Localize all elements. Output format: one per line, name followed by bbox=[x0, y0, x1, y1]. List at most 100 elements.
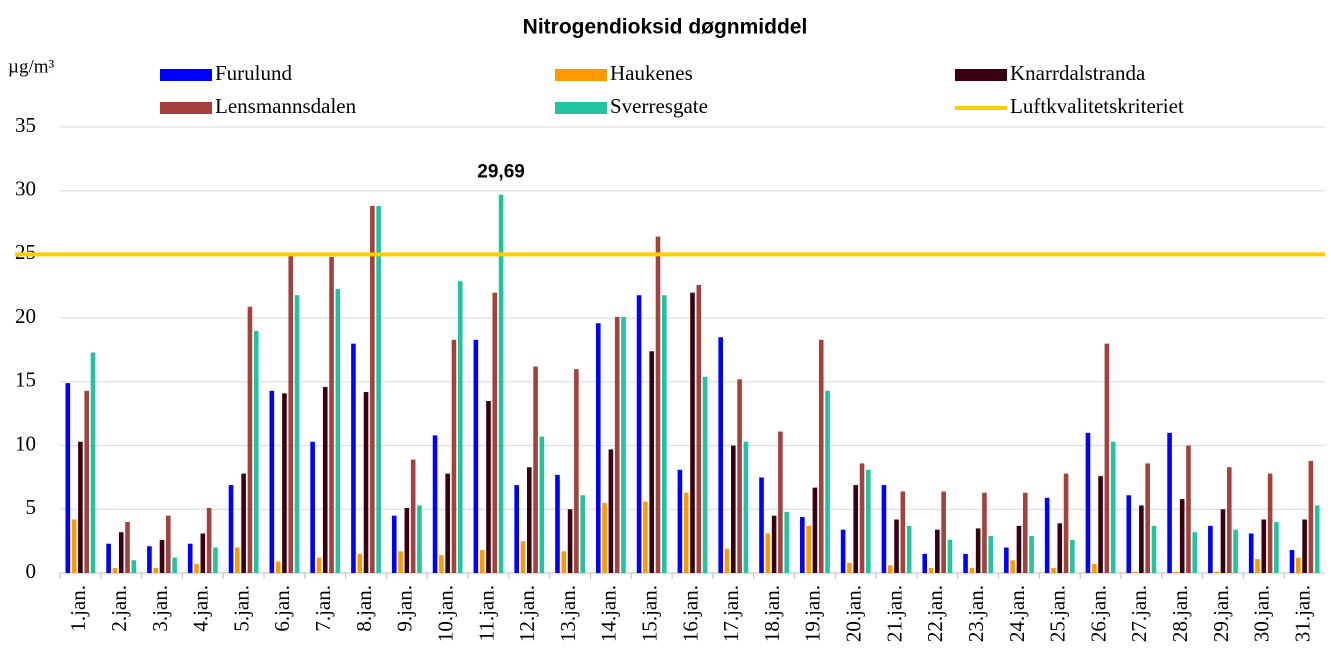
bar bbox=[881, 485, 887, 573]
bar bbox=[159, 539, 165, 573]
x-tick-label: 24.jan. bbox=[1005, 585, 1029, 642]
bar bbox=[1151, 525, 1157, 573]
bar bbox=[410, 459, 416, 573]
bar bbox=[78, 441, 83, 573]
bar bbox=[580, 495, 585, 573]
bar bbox=[555, 474, 560, 573]
bar bbox=[696, 285, 702, 573]
y-tick-label: 15 bbox=[15, 368, 36, 392]
bar bbox=[486, 400, 491, 573]
bar bbox=[614, 316, 620, 573]
bar bbox=[677, 469, 683, 573]
bar bbox=[1208, 525, 1213, 573]
bar bbox=[595, 323, 601, 573]
bar bbox=[520, 541, 526, 573]
y-tick-label: 35 bbox=[15, 113, 36, 137]
data-label: 29,69 bbox=[477, 162, 525, 183]
x-tick-label: 29.jan. bbox=[1209, 585, 1233, 642]
bar bbox=[514, 485, 519, 573]
bar bbox=[65, 383, 71, 573]
bar bbox=[288, 254, 294, 573]
bar bbox=[1261, 519, 1267, 573]
x-tick-label: 14.jan. bbox=[597, 585, 621, 642]
bar bbox=[310, 441, 315, 573]
bar bbox=[247, 306, 253, 573]
bar bbox=[391, 515, 397, 573]
bar bbox=[602, 502, 607, 573]
bar bbox=[643, 501, 648, 573]
bar bbox=[988, 536, 994, 573]
bar bbox=[947, 539, 953, 573]
x-tick-label: 3.jan. bbox=[148, 585, 172, 632]
x-tick-label: 5.jan. bbox=[229, 585, 253, 632]
legend-label: Sverresgate bbox=[610, 94, 708, 118]
bar bbox=[363, 392, 369, 573]
legend-label: Lensmannsdalen bbox=[215, 94, 357, 118]
bar bbox=[445, 473, 450, 573]
bar bbox=[702, 376, 708, 573]
x-tick-label: 11.jan. bbox=[474, 585, 498, 641]
x-tick-label: 10.jan. bbox=[433, 585, 457, 642]
x-tick-label: 7.jan. bbox=[311, 585, 335, 632]
bar bbox=[759, 477, 764, 573]
legend-label: Furulund bbox=[215, 61, 293, 85]
bar bbox=[655, 236, 661, 574]
bar bbox=[398, 551, 403, 573]
bar bbox=[1098, 476, 1103, 573]
chart-title: Nitrogendioksid døgnmiddel bbox=[523, 16, 808, 39]
bar bbox=[928, 567, 934, 573]
bar bbox=[1186, 445, 1191, 573]
bar bbox=[975, 528, 981, 573]
bar bbox=[206, 508, 212, 573]
bar bbox=[294, 295, 300, 573]
x-tick-label: 30.jan. bbox=[1250, 585, 1274, 642]
bar bbox=[228, 485, 234, 573]
bar bbox=[316, 557, 322, 573]
x-tick-label: 15.jan. bbox=[638, 585, 662, 642]
bar bbox=[1226, 467, 1232, 573]
x-tick-label: 2.jan. bbox=[107, 585, 131, 632]
bar bbox=[731, 445, 736, 573]
y-tick-label: 20 bbox=[15, 304, 36, 328]
bar bbox=[1010, 560, 1015, 573]
legend-label: Luftkvalitetskriteriet bbox=[1010, 94, 1184, 118]
x-tick-label: 18.jan. bbox=[760, 585, 784, 642]
bar bbox=[322, 386, 328, 573]
bar bbox=[887, 565, 893, 573]
bar bbox=[370, 206, 375, 573]
bar bbox=[718, 337, 724, 573]
x-tick-label: 22.jan. bbox=[923, 585, 947, 642]
x-tick-label: 28.jan. bbox=[1168, 585, 1192, 642]
x-tick-label: 21.jan. bbox=[882, 585, 906, 642]
bar bbox=[417, 505, 422, 573]
bar bbox=[1295, 557, 1301, 573]
bar bbox=[1314, 505, 1320, 573]
bar bbox=[357, 553, 363, 573]
bar bbox=[1267, 473, 1273, 573]
x-tick-label: 12.jan. bbox=[515, 585, 539, 642]
bar bbox=[567, 509, 573, 573]
bar bbox=[982, 492, 987, 573]
legend-label: Haukenes bbox=[610, 61, 693, 85]
x-tick-label: 27.jan. bbox=[1127, 585, 1151, 642]
bar bbox=[743, 441, 749, 573]
bar bbox=[1274, 522, 1279, 573]
bar bbox=[153, 567, 159, 573]
bar bbox=[235, 547, 240, 573]
bar bbox=[90, 352, 96, 573]
bar bbox=[1173, 571, 1179, 573]
x-tick-label: 31.jan. bbox=[1290, 585, 1314, 642]
bar bbox=[840, 529, 846, 573]
x-tick-label: 19.jan. bbox=[801, 585, 825, 642]
bar bbox=[335, 288, 341, 573]
y-tick-label: 0 bbox=[26, 559, 37, 583]
legend-label: Knarrdalstranda bbox=[1010, 61, 1146, 85]
bar bbox=[661, 295, 667, 573]
y-tick-label: 5 bbox=[26, 495, 37, 519]
bar bbox=[1308, 460, 1314, 573]
bar bbox=[125, 522, 130, 573]
y-axis-label: µg/m³ bbox=[8, 56, 55, 77]
bar bbox=[253, 330, 259, 573]
bar bbox=[213, 547, 218, 573]
legend-swatch bbox=[160, 69, 212, 81]
